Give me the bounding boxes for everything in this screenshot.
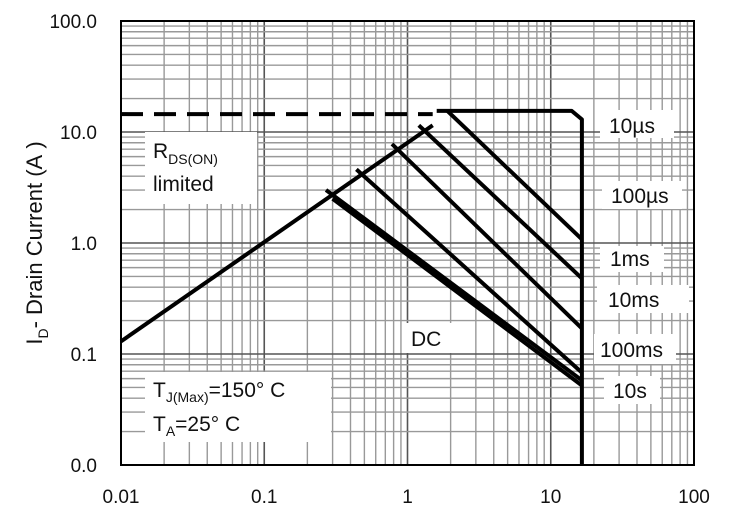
rdson-label-sub: DS(ON) [168,151,218,167]
series-line-100ms [356,169,582,372]
conditions-line2-main: T [153,413,166,436]
conditions-line1-main: T [153,379,166,402]
label-100ms: 100ms [600,339,663,362]
y-tick-label: 1.0 [71,234,97,255]
y-tick-label: 10.0 [60,123,97,144]
x-tick-label: 1 [402,487,413,508]
x-tick-label: 0.01 [103,487,140,508]
x-tick-label: 100 [678,487,710,508]
conditions-line1-rest: =150° C [209,379,286,402]
label-dc: DC [411,328,441,351]
y-axis-label: ID- Drain Current (A ) [22,141,51,344]
conditions-line2-rest: =25° C [175,413,240,436]
label-100us: 100µs [611,185,669,208]
y-tick-label: 0.0 [71,456,97,477]
y-axis-label-rest: - Drain Current (A ) [22,141,47,328]
y-axis-label-subscript: D [35,328,51,338]
label-10us: 10µs [609,115,655,138]
series-line-1ms [419,125,582,278]
y-tick-label: 0.1 [71,345,97,366]
x-tick-label: 0.1 [251,487,277,508]
label-10ms: 10ms [608,289,659,312]
label-10s: 10s [613,380,647,403]
conditions-line1-sub: J(Max) [166,389,209,405]
label-1ms: 1ms [610,248,650,271]
rdson-label-line2: limited [153,173,214,196]
rdson-label-main: R [153,140,168,163]
x-tick-label: 10 [540,487,561,508]
y-tick-label: 100.0 [49,12,97,33]
